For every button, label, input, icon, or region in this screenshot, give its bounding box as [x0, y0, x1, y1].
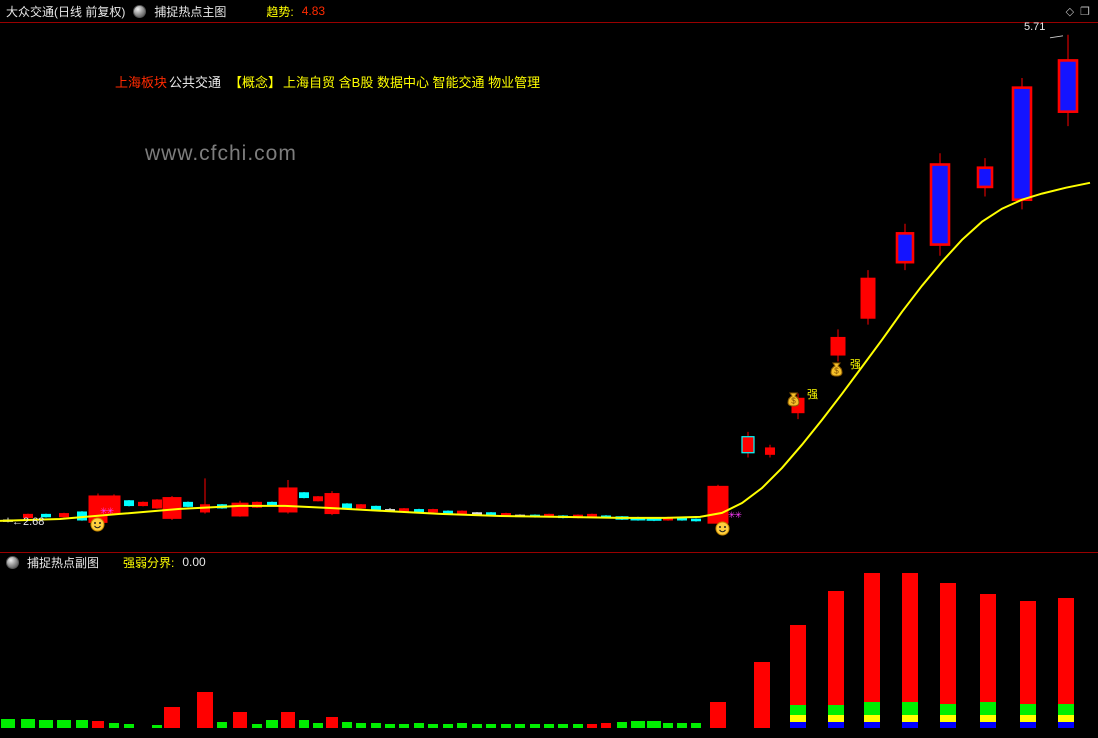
header-divider [0, 22, 1098, 23]
sector-label[interactable]: 上海板块 [115, 75, 168, 90]
main-price-chart[interactable] [0, 22, 1098, 552]
moneybag-icon: $ [785, 391, 802, 413]
svg-text:$: $ [791, 397, 796, 406]
indicator-ball-icon[interactable] [133, 4, 147, 18]
trend-label: 趋势: [266, 4, 294, 19]
diamond-icon[interactable]: ◇ [1065, 5, 1075, 18]
trend-value: 4.83 [301, 4, 326, 18]
price-high-label: 5.71 [1024, 21, 1046, 33]
industry-label[interactable]: 公共交通 [169, 75, 222, 90]
main-indicator-name[interactable]: 捕捉热点主图 [154, 4, 227, 19]
price-low-label: ←2.68 [12, 516, 45, 528]
watermark: www.cfchi.com [145, 142, 297, 165]
strong-label: 强 [807, 389, 818, 401]
buy-signal-mark: ✳✳ [728, 510, 742, 520]
threshold-label: 强弱分界: [123, 555, 175, 570]
concept-list[interactable]: 上海自贸 含B股 数据中心 智能交通 物业管理 [283, 75, 541, 90]
svg-text:$: $ [834, 367, 839, 376]
strength-bar-chart[interactable] [0, 571, 1098, 738]
smiley-icon [90, 517, 105, 537]
smiley-icon [715, 521, 730, 541]
strong-label: 强 [850, 359, 861, 371]
buy-signal-mark: ✳✳ [100, 506, 114, 516]
window-restore-icon[interactable]: ❐ [1080, 5, 1090, 18]
sub-indicator-name[interactable]: 捕捉热点副图 [27, 555, 100, 570]
stock-title: 大众交通(日线 前复权) [6, 4, 126, 19]
sector-concept-row: 上海板块 公共交通 【概念】 上海自贸 含B股 数据中心 智能交通 物业管理 [115, 72, 542, 91]
main-chart-header: 大众交通(日线 前复权) 捕捉热点主图 趋势: 4.83 ◇ ❐ [0, 0, 1098, 22]
moneybag-icon: $ [828, 361, 845, 383]
concept-tag: 【概念】 [229, 75, 282, 90]
threshold-value: 0.00 [182, 555, 206, 569]
indicator-ball-icon[interactable] [6, 555, 19, 569]
panel-divider [0, 552, 1098, 553]
sub-chart-header: 捕捉热点副图 强弱分界: 0.00 [0, 554, 1098, 570]
